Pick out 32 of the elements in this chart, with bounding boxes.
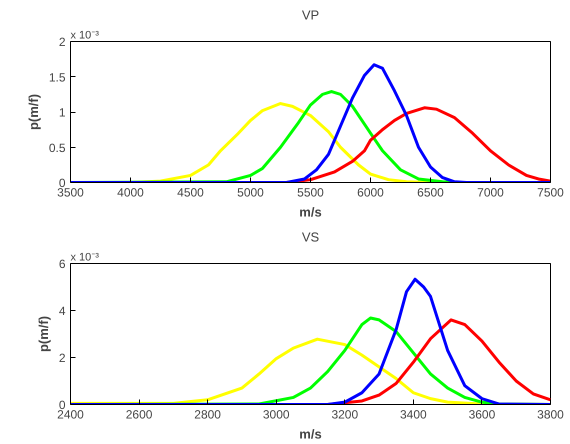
annotation: x 10⁻³	[70, 30, 100, 42]
x-tick-label: 2600	[126, 408, 153, 422]
x-tick-label: 4000	[117, 186, 144, 200]
x-tick-label: 3500	[57, 186, 84, 200]
y-tick-label: 2	[58, 351, 66, 365]
chart-title: VP	[302, 8, 320, 22]
x-tick-label: 3000	[262, 408, 290, 422]
y-tick-label: 2	[58, 35, 66, 49]
annotation: x 10⁻³	[70, 252, 100, 264]
y-tick-label: 0.5	[48, 140, 66, 155]
y-tick-label: 4	[58, 304, 66, 318]
chart-title: VS	[302, 230, 320, 244]
x-tick-label: 3400	[400, 408, 428, 422]
x-tick-label: 3800	[537, 408, 564, 422]
x-tick-label: 2800	[194, 408, 222, 422]
x-tick-label: 5500	[297, 186, 324, 200]
x-axis-title: m/s	[299, 426, 322, 442]
x-axis-title: m/s	[299, 204, 322, 220]
x-tick-label: 6000	[357, 186, 384, 200]
y-axis-title: p(m/f)	[26, 94, 41, 130]
x-tick-label: 7500	[537, 186, 564, 200]
y-tick-label: 6	[58, 257, 66, 271]
x-tick-label: 3200	[331, 408, 358, 422]
y-tick-label: 1.5	[48, 70, 66, 84]
x-tick-label: 4500	[177, 186, 204, 200]
x-tick-label: 3600	[468, 408, 496, 422]
y-axis-title: p(m/f)	[36, 316, 51, 352]
x-tick-label: 7000	[477, 186, 504, 200]
y-tick-label: 1	[58, 106, 66, 120]
x-tick-label: 2400	[57, 408, 84, 422]
x-tick-label: 6500	[417, 186, 444, 200]
x-tick-label: 5000	[237, 186, 264, 200]
